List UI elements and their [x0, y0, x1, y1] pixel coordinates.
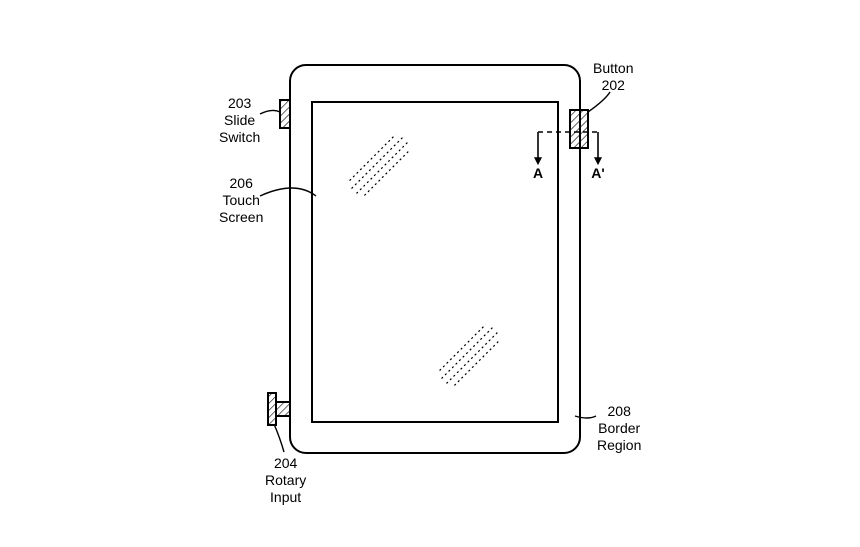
leader-touch-screen [260, 188, 316, 196]
label-border-region: 208 Border Region [597, 403, 641, 453]
label-button: Button 202 [593, 60, 633, 94]
section-a-arrow-label: A [533, 165, 543, 181]
leader-button [588, 92, 610, 112]
label-rotary-input: 204 Rotary Input [265, 455, 306, 505]
screen-sheen [350, 135, 411, 196]
label-slide-switch: 203 Slide Switch [219, 95, 260, 145]
label-touch-screen: 206 Touch Screen [219, 175, 263, 225]
leader-rotary-input [274, 424, 284, 452]
section-a-prime-arrow-label: A' [591, 165, 604, 181]
side-button[interactable] [570, 110, 588, 148]
leader-border-region [575, 416, 596, 418]
device-body [290, 65, 580, 453]
leader-slide-switch [260, 110, 280, 114]
rotary-input[interactable] [268, 393, 290, 425]
touch-screen[interactable] [312, 102, 558, 422]
slide-switch[interactable] [280, 100, 290, 128]
screen-sheen [440, 325, 501, 386]
